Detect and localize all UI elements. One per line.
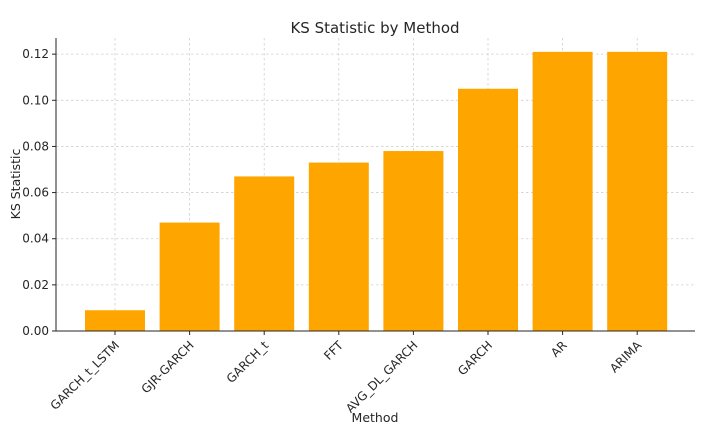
bar-fft — [308, 162, 369, 331]
bar-ar — [532, 51, 593, 331]
y-tick-label: 0.02 — [22, 278, 49, 292]
x-tick-label: GARCH_t_LSTM — [48, 338, 122, 412]
grid-layer — [56, 38, 695, 332]
bar-garch-t — [234, 176, 295, 331]
x-tick-label: GARCH_t — [224, 338, 272, 386]
x-tick-label: FFT — [321, 338, 346, 363]
bar-arima — [607, 51, 668, 331]
y-tick-label: 0.12 — [22, 47, 49, 61]
y-tick-label: 0.04 — [22, 232, 49, 246]
x-ticks: GARCH_t_LSTM GJR-GARCH GARCH_t FFTAVG_DL_GA… — [48, 331, 645, 416]
x-tick-label: GJR-GARCH — [139, 338, 197, 396]
bar-garch — [458, 88, 518, 331]
y-tick-label: 0.06 — [22, 186, 49, 200]
bars-layer — [85, 51, 668, 331]
x-tick-label: ARIMA — [607, 338, 645, 376]
chart-title: KS Statistic by Method — [290, 19, 459, 37]
y-ticks: 0.00 0.02 0.04 0.06 0.08 0.10 0.12 — [22, 47, 56, 338]
bar-gjr-garch — [159, 222, 220, 331]
x-tick-label: AR — [548, 338, 570, 360]
x-tick-label: AVG_DL_GARCH — [343, 338, 420, 415]
y-tick-label: 0.08 — [22, 139, 49, 153]
y-axis-label: KS Statistic — [8, 149, 23, 220]
bar-garch-t-lstm — [85, 310, 145, 331]
x-tick-label: GARCH — [455, 338, 495, 378]
y-tick-label: 0.10 — [22, 93, 49, 107]
x-axis-label: Method — [352, 410, 399, 425]
bar-avg-dl-garch — [383, 151, 444, 331]
y-tick-label: 0.00 — [22, 324, 49, 338]
axes-layer — [55, 38, 695, 332]
